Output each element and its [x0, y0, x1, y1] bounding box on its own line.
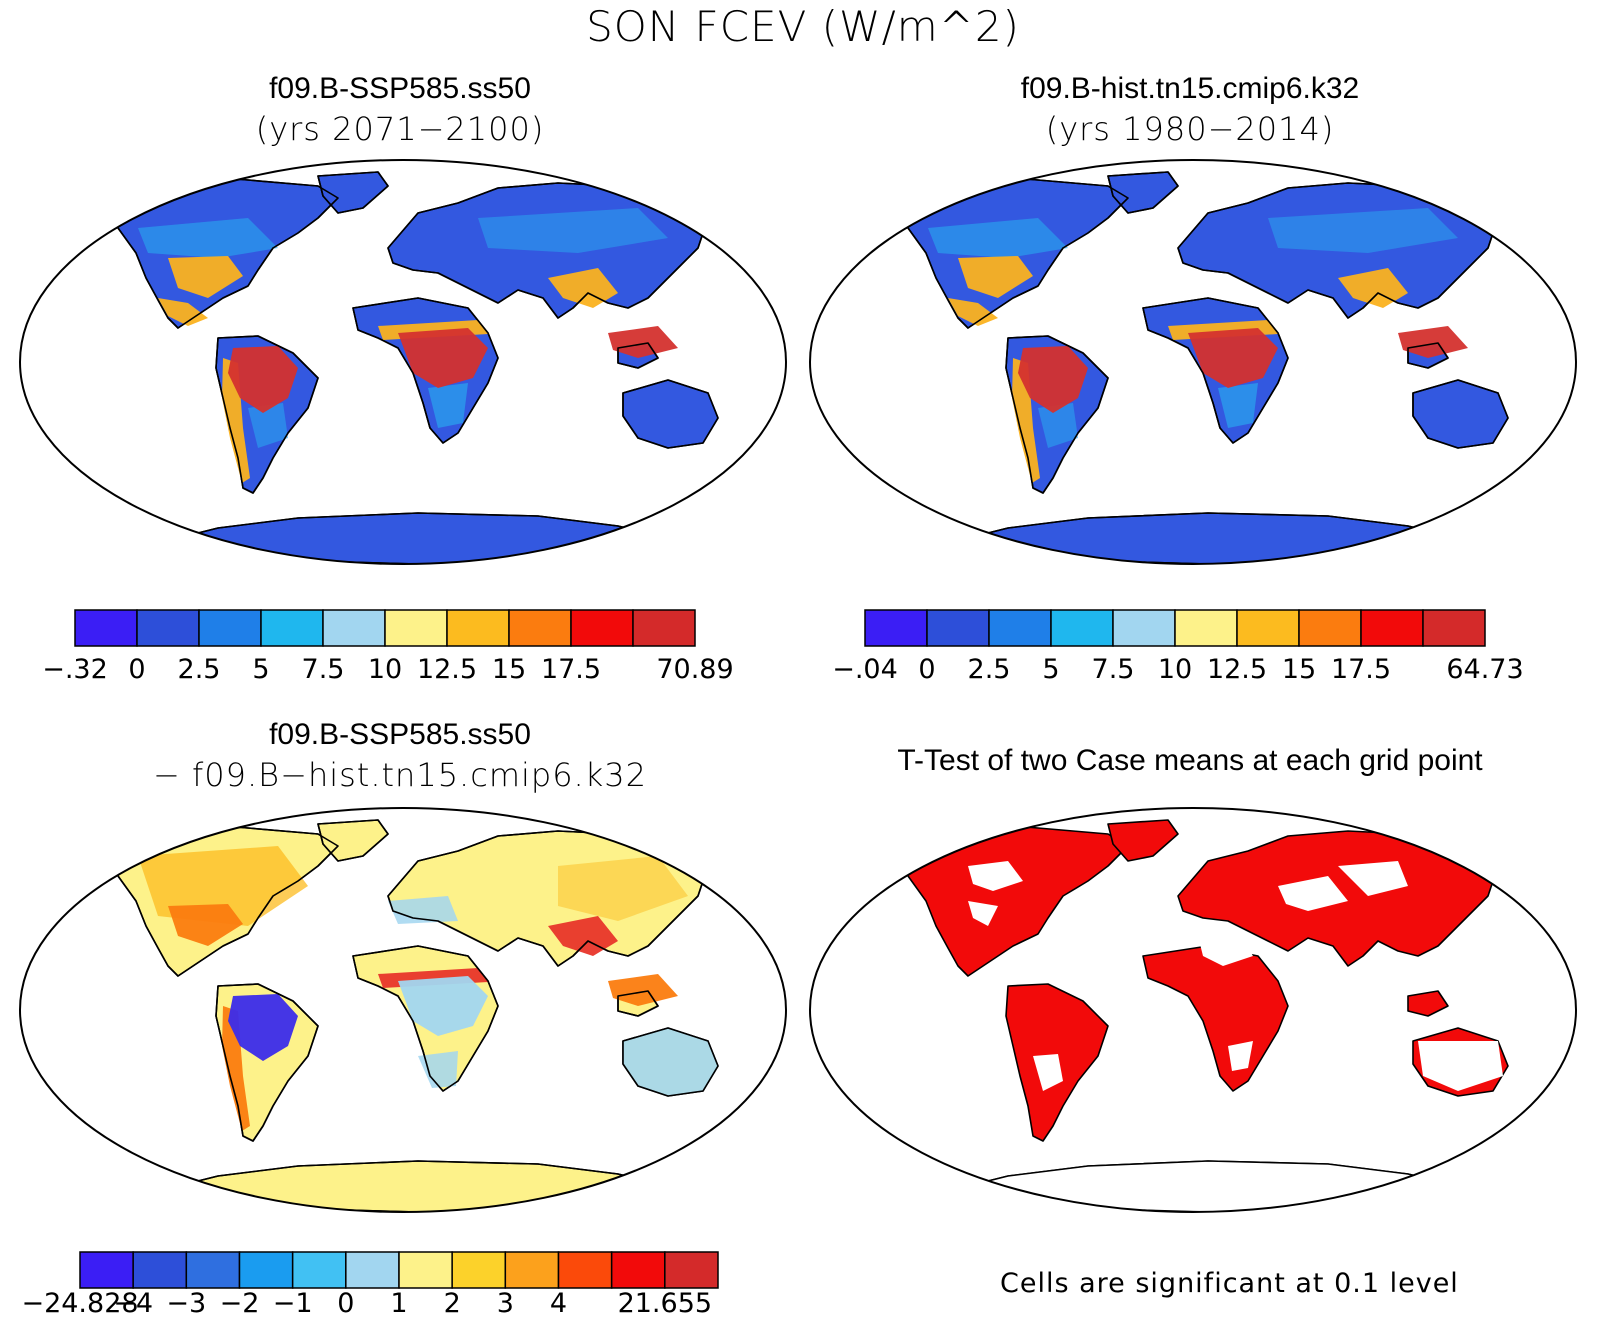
colorbar-swatch — [926, 609, 990, 647]
colorbar-label: 21.655 — [618, 1288, 712, 1319]
colorbar-swatch — [446, 609, 510, 647]
colorbar-swatch — [864, 609, 928, 647]
colorbar-swatch — [1298, 609, 1362, 647]
map-border — [19, 807, 787, 1213]
colorbar-label: 15 — [1282, 654, 1316, 685]
colorbar-label: −.04 — [832, 654, 898, 685]
colorbar-label: −24.828 — [21, 1288, 138, 1319]
colorbar-label: −4 — [113, 1288, 153, 1319]
colorbar-swatch — [504, 1251, 560, 1289]
panel-future-title: f09.B-SSP585.ss50 — [269, 72, 531, 105]
colorbar-label: −.32 — [42, 654, 108, 685]
colorbar-label: −1 — [273, 1288, 313, 1319]
colorbar-label: 2 — [444, 1288, 461, 1319]
colorbar-label: 15 — [492, 654, 526, 685]
colorbar-swatch — [664, 1251, 719, 1289]
land-africa — [1142, 945, 1289, 1092]
colorbar-label: 7.5 — [1092, 654, 1135, 685]
colorbar-swatch — [322, 609, 386, 647]
colorbar-label: −3 — [166, 1288, 206, 1319]
colorbar-swatch — [136, 609, 200, 647]
colorbar-label: 0 — [128, 654, 145, 685]
colorbar-swatch — [508, 609, 572, 647]
colorbar-label: 64.73 — [1446, 654, 1523, 685]
colorbar-label: −2 — [220, 1288, 260, 1319]
colorbar-swatch — [132, 1251, 188, 1289]
map-border — [809, 159, 1577, 565]
map-ttest — [809, 807, 1577, 1213]
colorbar-label: 7.5 — [302, 654, 345, 685]
colorbar-swatch — [632, 609, 696, 647]
map-border — [19, 159, 787, 565]
colorbar-label: 17.5 — [1331, 654, 1391, 685]
land-seAsiaIslands — [1407, 990, 1449, 1017]
colorbar-swatch — [345, 1251, 400, 1289]
colorbar-swatch — [1236, 609, 1300, 647]
figure-title: SON FCEV (W/m^2) — [586, 2, 1020, 51]
colorbar-label: 1 — [390, 1288, 407, 1319]
colorbar-swatch — [260, 609, 324, 647]
colorbar-swatch — [1360, 609, 1424, 647]
colorbar-label: 10 — [1158, 654, 1192, 685]
map-difference — [19, 807, 787, 1213]
colorbar-swatch — [1112, 609, 1176, 647]
map-future — [19, 159, 787, 565]
land-greenland — [1107, 819, 1179, 862]
panel-future-subtitle: (yrs 2071−2100) — [255, 110, 545, 148]
colorbar-label: 4 — [550, 1288, 567, 1319]
colorbar-swatch — [238, 1251, 294, 1289]
colorbar-label: 3 — [497, 1288, 514, 1319]
colorbar-swatch — [79, 1251, 134, 1289]
colorbar-swatch — [570, 609, 634, 647]
colorbar-label: 2.5 — [968, 654, 1011, 685]
significance-note: Cells are significant at 0.1 level — [1000, 1268, 1459, 1299]
colorbar-historical: −.04 0 2.5 5 7.5 10 12.5 15 17.5 64.73 — [832, 609, 1524, 685]
colorbar-swatch — [74, 609, 138, 647]
colorbar-label: 12.5 — [417, 654, 477, 685]
map-historical — [809, 159, 1577, 565]
colorbar-label: 12.5 — [1207, 654, 1267, 685]
map-border — [809, 807, 1577, 1213]
panel-ttest-title: T-Test of two Case means at each grid po… — [897, 744, 1483, 777]
land-northAmerica — [877, 823, 1129, 977]
colorbar-swatch — [291, 1251, 347, 1289]
colorbar-difference: −24.828−4 −3 −2 −1 0 1 2 3 4 21.655 — [21, 1251, 719, 1319]
colorbar-future: −.32 0 2.5 5 7.5 10 12.5 15 17.5 70.89 — [42, 609, 734, 685]
colorbar-swatch — [384, 609, 448, 647]
colorbar-swatch — [451, 1251, 507, 1289]
colorbar-label: 2.5 — [178, 654, 221, 685]
panel-difference-subtitle: − f09.B−hist.tn15.cmip6.k32 — [153, 756, 647, 794]
panel-difference-title: f09.B-SSP585.ss50 — [269, 718, 531, 751]
colorbar-swatch — [398, 1251, 453, 1289]
colorbar-swatch — [198, 609, 262, 647]
colorbar-swatch — [1050, 609, 1114, 647]
panel-historical-subtitle: (yrs 1980−2014) — [1045, 110, 1335, 148]
colorbar-label: 5 — [252, 654, 269, 685]
colorbar-swatch — [1174, 609, 1238, 647]
colorbar-label: 17.5 — [541, 654, 601, 685]
colorbar-label: 10 — [368, 654, 402, 685]
panel-historical-title: f09.B-hist.tn15.cmip6.k32 — [1020, 72, 1360, 105]
colorbar-label: 0 — [337, 1288, 354, 1319]
colorbar-swatch — [185, 1251, 241, 1289]
colorbar-label: 70.89 — [656, 654, 733, 685]
colorbar-swatch — [610, 1251, 666, 1289]
colorbar-swatch — [988, 609, 1052, 647]
colorbar-swatch — [1422, 609, 1486, 647]
colorbar-swatch — [557, 1251, 613, 1289]
colorbar-label: 5 — [1042, 654, 1059, 685]
colorbar-label: 0 — [918, 654, 935, 685]
